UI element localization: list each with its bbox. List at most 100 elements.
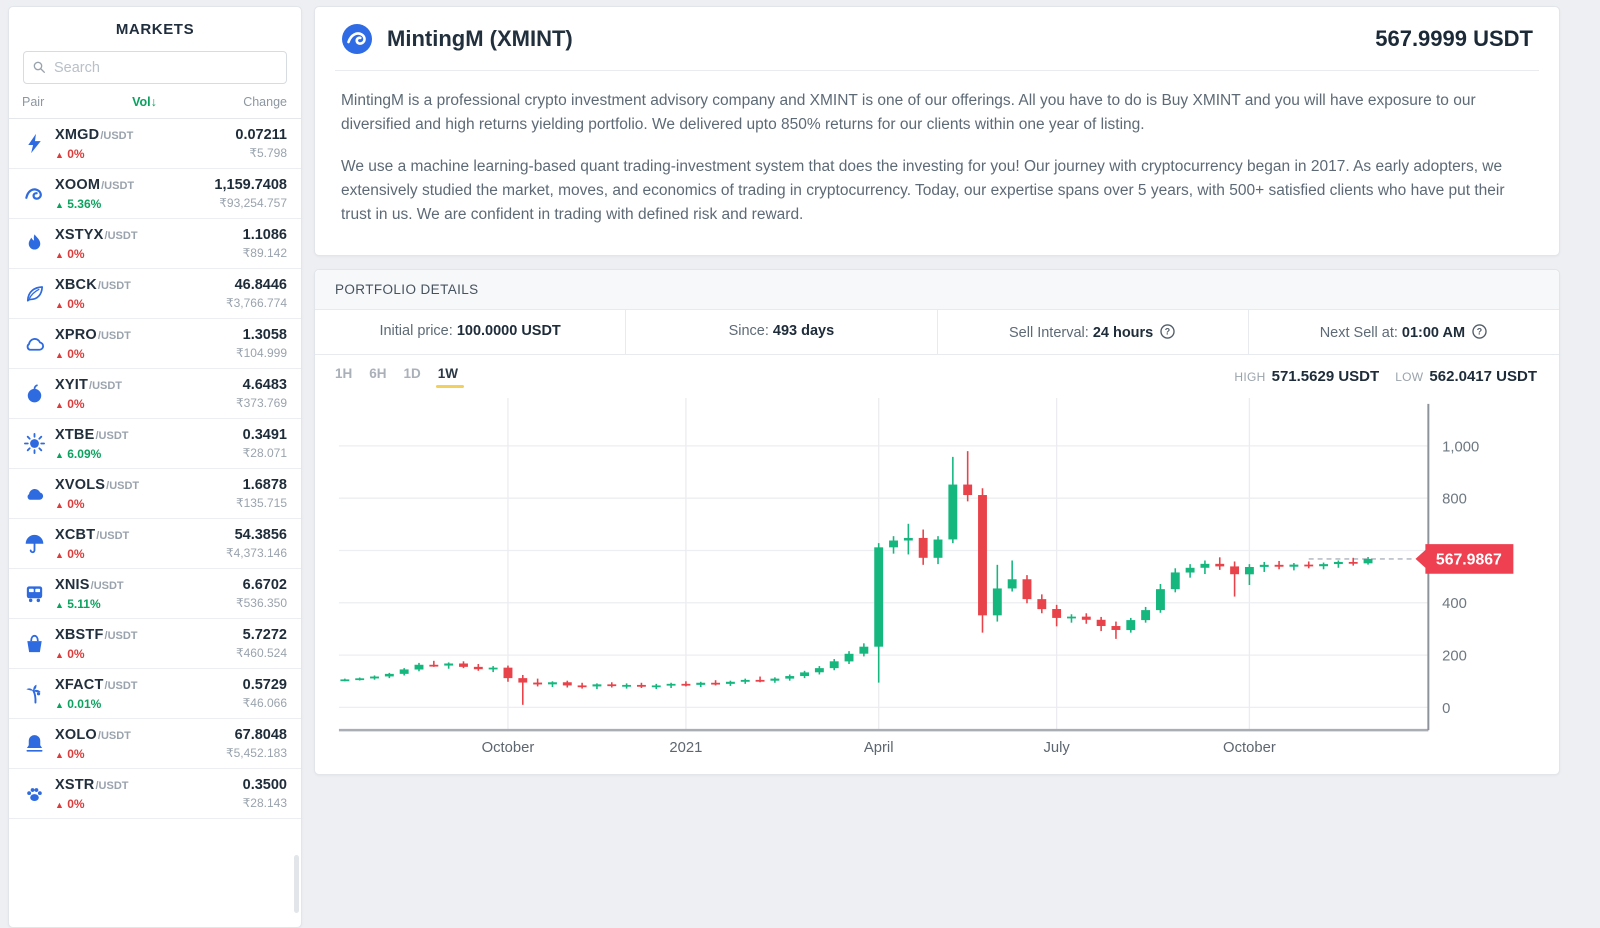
pair-inr-value: ₹5,452.183 bbox=[225, 746, 287, 760]
help-icon[interactable]: ? bbox=[1471, 323, 1488, 340]
pair-change: ▲ 0% bbox=[55, 147, 85, 161]
pair-change: ▲ 0% bbox=[55, 547, 85, 561]
svg-text:400: 400 bbox=[1442, 596, 1467, 612]
svg-text:?: ? bbox=[1165, 327, 1170, 337]
change-arrow-icon: ▲ bbox=[55, 300, 64, 310]
pair-symbol: XMGD bbox=[55, 127, 100, 143]
pair-price: 1.1086 bbox=[242, 227, 287, 243]
candlestick-chart[interactable]: 1,000 800 400 200 0 October 2021 April July Octob… bbox=[315, 388, 1559, 774]
market-row-xvols[interactable]: XVOLS/USDT ▲ 0% 1.6878 ₹135.715 bbox=[9, 469, 301, 519]
pair-quote: /USDT bbox=[104, 630, 138, 642]
pair-quote: /USDT bbox=[96, 530, 130, 542]
pair-change: ▲ 0% bbox=[55, 247, 85, 261]
pair-info: XYIT/USDT ▲ 0% bbox=[55, 376, 236, 411]
basket-icon bbox=[21, 631, 47, 657]
market-row-xcbt[interactable]: XCBT/USDT ▲ 0% 54.3856 ₹4,373.146 bbox=[9, 519, 301, 569]
market-row-xolo[interactable]: XOLO/USDT ▲ 0% 67.8048 ₹5,452.183 bbox=[9, 719, 301, 769]
market-row-xfact[interactable]: XFACT/USDT ▲ 0.01% 0.5729 ₹46.066 bbox=[9, 669, 301, 719]
pair-quote: /USDT bbox=[90, 580, 124, 592]
pair-change: ▲ 0% bbox=[55, 347, 85, 361]
bell-icon bbox=[21, 731, 47, 757]
column-pair[interactable]: Pair bbox=[22, 95, 45, 109]
pair-symbol: XBSTF bbox=[55, 627, 104, 643]
svg-text:October: October bbox=[1223, 740, 1276, 756]
flame-icon bbox=[21, 231, 47, 257]
coin-description: MintingM is a professional crypto invest… bbox=[341, 89, 1533, 227]
pair-info: XMGD/USDT ▲ 0% bbox=[55, 126, 235, 161]
market-row-xstyx[interactable]: XSTYX/USDT ▲ 0% 1.1086 ₹89.142 bbox=[9, 219, 301, 269]
stat-label: Initial price: bbox=[379, 323, 453, 340]
column-change[interactable]: Change bbox=[243, 95, 287, 109]
description-paragraph-1: MintingM is a professional crypto invest… bbox=[341, 92, 1476, 134]
pair-change: ▲ 0% bbox=[55, 497, 85, 511]
change-arrow-icon: ▲ bbox=[55, 500, 64, 510]
markets-sidebar: MARKETS Pair Vol↓ Change XMGD/USDT ▲ 0% 0.… bbox=[8, 6, 302, 928]
cloud-outline-icon bbox=[21, 331, 47, 357]
market-row-xnis[interactable]: XNIS/USDT ▲ 5.11% 6.6702 ₹536.350 bbox=[9, 569, 301, 619]
stat-initial-price: Initial price: 100.0000 USDT bbox=[315, 310, 625, 354]
pair-values: 1.1086 ₹89.142 bbox=[243, 227, 287, 260]
change-arrow-icon: ▲ bbox=[55, 350, 64, 360]
description-paragraph-2: We use a machine learning-based quant tr… bbox=[341, 158, 1505, 224]
pair-price: 0.3500 bbox=[242, 777, 287, 793]
pair-price: 0.5729 bbox=[242, 677, 287, 693]
pair-values: 0.3491 ₹28.071 bbox=[243, 427, 287, 460]
pair-symbol: XCBT bbox=[55, 527, 96, 543]
stat-value: 100.0000 USDT bbox=[456, 323, 561, 340]
svg-text:July: July bbox=[1043, 740, 1070, 756]
market-row-xmgd[interactable]: XMGD/USDT ▲ 0% 0.07211 ₹5.798 bbox=[9, 119, 301, 169]
pair-info: XSTR/USDT ▲ 0% bbox=[55, 776, 243, 811]
page-title: MintingM (XMINT) bbox=[387, 26, 573, 51]
pair-quote: /USDT bbox=[89, 380, 123, 392]
pair-quote: /USDT bbox=[100, 130, 134, 142]
pair-inr-value: ₹28.143 bbox=[242, 796, 287, 810]
pair-info: XTBE/USDT ▲ 6.09% bbox=[55, 426, 243, 461]
pair-price: 4.6483 bbox=[242, 377, 287, 393]
palm-icon bbox=[21, 681, 47, 707]
portfolio-stats-row: Initial price: 100.0000 USDT Since: 493 d… bbox=[315, 310, 1559, 356]
range-1d[interactable]: 1D bbox=[403, 366, 421, 382]
current-price: 567.9999 USDT bbox=[1375, 26, 1533, 51]
portfolio-section-title: PORTFOLIO DETAILS bbox=[315, 270, 1559, 311]
pair-inr-value: ₹5.798 bbox=[249, 146, 287, 160]
column-vol-sort[interactable]: Vol↓ bbox=[132, 95, 157, 109]
market-row-xoom[interactable]: XOOM/USDT ▲ 5.36% 1,159.7408 ₹93,254.757 bbox=[9, 169, 301, 219]
pair-symbol: XSTYX bbox=[55, 227, 104, 243]
high-low-readout: HIGH 571.5629 USDT LOW 562.0417 USDT bbox=[1234, 368, 1537, 386]
pair-change: ▲ 0% bbox=[55, 747, 85, 761]
sidebar-scrollbar[interactable] bbox=[294, 855, 299, 913]
pair-values: 6.6702 ₹536.350 bbox=[236, 577, 287, 610]
help-icon[interactable]: ? bbox=[1159, 323, 1176, 340]
market-row-xpro[interactable]: XPRO/USDT ▲ 0% 1.3058 ₹104.999 bbox=[9, 319, 301, 369]
high-value: 571.5629 USDT bbox=[1271, 368, 1380, 386]
range-6h[interactable]: 6H bbox=[369, 366, 387, 382]
range-1w[interactable]: 1W bbox=[435, 366, 465, 389]
pair-inr-value: ₹89.142 bbox=[242, 246, 287, 260]
coin-logo-icon bbox=[341, 23, 373, 55]
market-row-xtbe[interactable]: XTBE/USDT ▲ 6.09% 0.3491 ₹28.071 bbox=[9, 419, 301, 469]
bus-icon bbox=[21, 581, 47, 607]
range-1h[interactable]: 1H bbox=[335, 366, 353, 382]
market-row-xyit[interactable]: XYIT/USDT ▲ 0% 4.6483 ₹373.769 bbox=[9, 369, 301, 419]
pair-values: 0.3500 ₹28.143 bbox=[243, 777, 287, 810]
pair-values: 1,159.7408 ₹93,254.757 bbox=[214, 177, 287, 210]
search-input[interactable] bbox=[23, 51, 287, 84]
wave-icon bbox=[21, 181, 47, 207]
stat-value: 493 days bbox=[772, 323, 835, 340]
pair-inr-value: ₹460.524 bbox=[235, 646, 287, 660]
market-row-xstr[interactable]: XSTR/USDT ▲ 0% 0.3500 ₹28.143 bbox=[9, 769, 301, 819]
pair-price: 46.8446 bbox=[234, 277, 287, 293]
chart-svg: 1,000 800 400 200 0 October 2021 April July Octob… bbox=[338, 398, 1514, 756]
pair-price: 1.6878 bbox=[242, 477, 287, 493]
pair-symbol: XOOM bbox=[55, 177, 101, 193]
pair-values: 5.7272 ₹460.524 bbox=[236, 627, 287, 660]
pair-inr-value: ₹3,766.774 bbox=[225, 296, 287, 310]
lightning-icon bbox=[21, 131, 47, 157]
pair-info: XPRO/USDT ▲ 0% bbox=[55, 326, 236, 361]
change-arrow-icon: ▲ bbox=[55, 600, 64, 610]
svg-text:567.9867: 567.9867 bbox=[1436, 551, 1502, 568]
pair-price: 5.7272 bbox=[242, 627, 287, 643]
market-row-xbstf[interactable]: XBSTF/USDT ▲ 0% 5.7272 ₹460.524 bbox=[9, 619, 301, 669]
market-row-xbck[interactable]: XBCK/USDT ▲ 0% 46.8446 ₹3,766.774 bbox=[9, 269, 301, 319]
stat-value: 24 hours bbox=[1092, 325, 1154, 342]
